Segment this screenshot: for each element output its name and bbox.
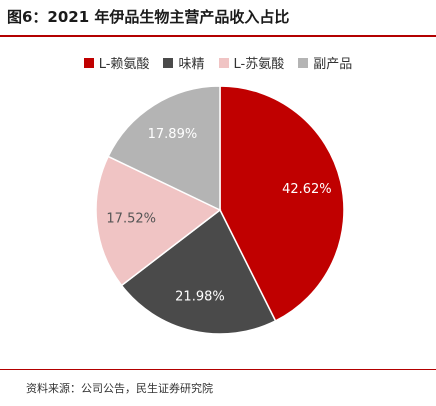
slice-value-label: 17.89% <box>148 127 198 142</box>
legend-label: L-赖氨酸 <box>98 57 150 72</box>
legend-label: L-苏氨酸 <box>233 57 285 72</box>
legend-item: 味精 <box>163 53 205 72</box>
slice-value-label: 42.62% <box>282 182 332 197</box>
pie-slice <box>95 155 222 287</box>
legend-item: L-赖氨酸 <box>83 53 150 72</box>
pie-slice <box>107 85 221 212</box>
legend-label: 副产品 <box>313 57 353 72</box>
legend-swatch <box>218 57 229 68</box>
legend-swatch <box>83 57 94 68</box>
slice-value-label: 17.52% <box>106 212 156 227</box>
source-divider <box>0 369 436 370</box>
title-divider <box>0 35 436 37</box>
slice-value-label: 21.98% <box>175 289 225 304</box>
chart-legend: L-赖氨酸 味精 L-苏氨酸 副产品 <box>0 53 436 72</box>
pie-slice <box>219 85 345 322</box>
legend-label: 味精 <box>178 57 205 72</box>
source-note: 资料来源：公司公告，民生证券研究院 <box>26 382 213 395</box>
legend-swatch <box>163 57 174 68</box>
legend-item: 副产品 <box>298 53 352 72</box>
legend-item: L-苏氨酸 <box>218 53 285 72</box>
pie-slice <box>120 208 277 335</box>
chart-title: 图6：2021 年伊品生物主营产品收入占比 <box>7 8 290 26</box>
legend-swatch <box>298 57 309 68</box>
